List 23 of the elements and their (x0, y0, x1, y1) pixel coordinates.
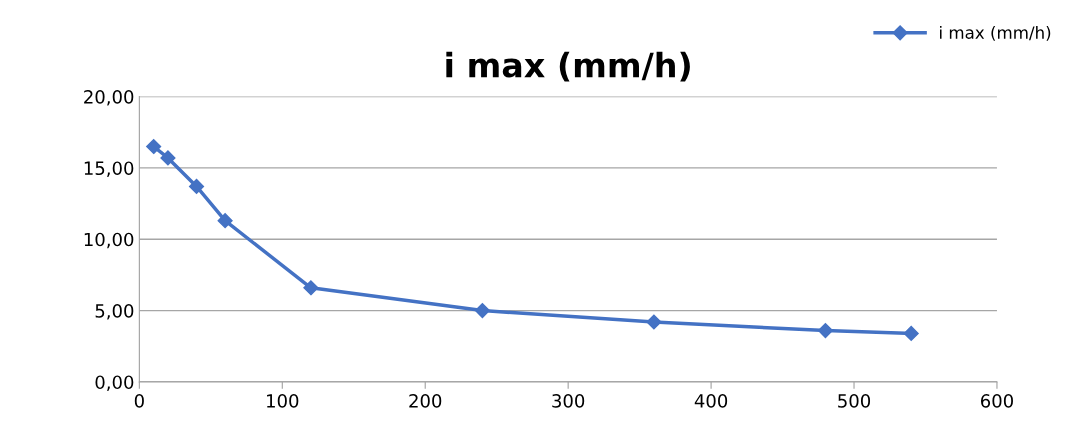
point (474, 303, 490, 319)
y-tick-label: 0,00 (95, 375, 134, 391)
point (188, 178, 205, 195)
y-tick-label: 20,00 (84, 90, 134, 106)
x-tick-label: 600 (980, 394, 1013, 408)
x-tick-label: 300 (552, 394, 585, 408)
point (903, 325, 919, 341)
point (217, 213, 233, 229)
y-tick-label: 10,00 (84, 232, 134, 249)
point (303, 280, 319, 296)
chart-title: i max (mm/h) (446, 51, 690, 82)
y-tick-label: 5,00 (95, 304, 134, 320)
y-tick-label: 15,00 (84, 161, 134, 177)
x-tick-label: 0 (134, 394, 144, 408)
x-tick-label: 100 (267, 394, 299, 408)
point (160, 150, 176, 166)
x-tick-label: 400 (694, 394, 728, 408)
legend-label: i max (mm/h) (940, 25, 1051, 41)
point (146, 138, 162, 155)
x-tick-label: 200 (409, 394, 442, 408)
x-tick-label: 500 (838, 394, 871, 408)
point (646, 314, 662, 330)
point (817, 322, 834, 339)
